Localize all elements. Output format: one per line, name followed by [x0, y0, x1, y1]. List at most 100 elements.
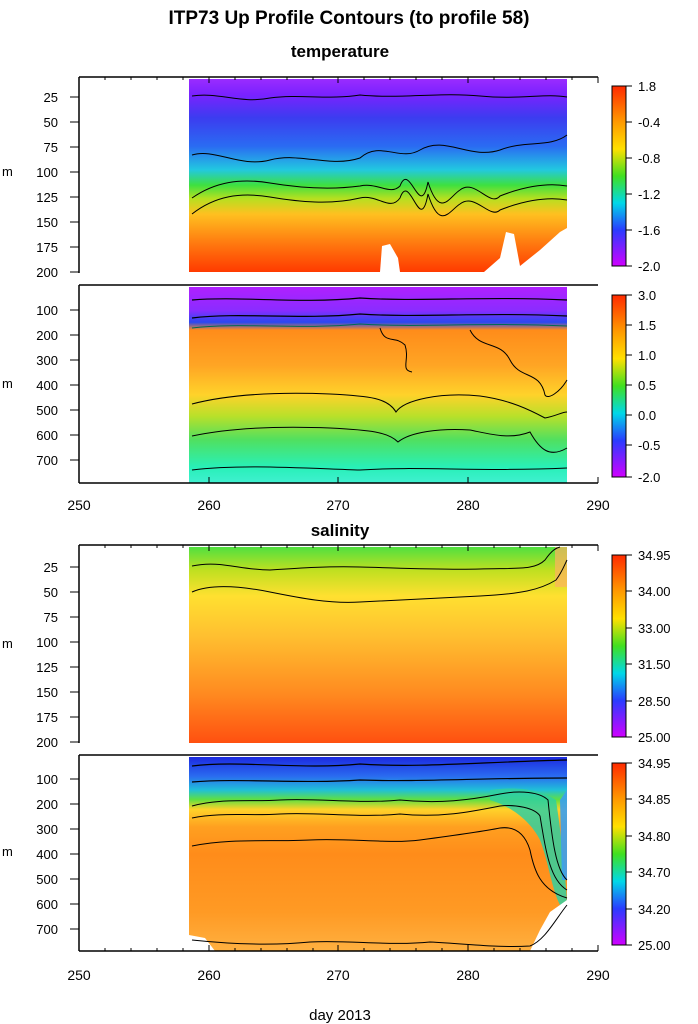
y-tick-label: 150	[36, 215, 58, 230]
salinity-contour	[191, 805, 568, 891]
y-tick-label: 300	[36, 822, 58, 837]
y-tick-label: 500	[36, 872, 58, 887]
y-tick-label: 400	[36, 378, 58, 393]
x-ticks-top	[78, 77, 599, 83]
temperature-section-title: temperature	[291, 42, 389, 61]
y-ticks	[70, 96, 79, 273]
y-tick-label: 500	[36, 403, 58, 418]
temperature-lower-field	[189, 287, 567, 483]
colorbar-label: 34.00	[638, 584, 671, 599]
y-tick-label: 600	[36, 897, 58, 912]
x-tick-label: 270	[326, 967, 350, 983]
y-tick-label: 700	[36, 453, 58, 468]
y-tick-label: 150	[36, 685, 58, 700]
temperature-contour	[191, 190, 568, 217]
colorbar-label: 34.85	[638, 792, 671, 807]
temperature-upper-colorbar	[611, 85, 627, 267]
y-axis-label-stub: m	[2, 376, 13, 391]
y-tick-label: 100	[36, 772, 58, 787]
salinity-upper-colorbar	[611, 554, 627, 738]
temperature-contour	[191, 134, 568, 163]
salinity-upper-field	[189, 547, 567, 743]
colorbar-label: -0.8	[638, 151, 660, 166]
y-axis-label-stub: m	[2, 636, 13, 651]
x-tick-label: 280	[456, 967, 480, 983]
x-ticks-bottom	[78, 477, 599, 483]
colorbar-label: 1.8	[638, 79, 656, 94]
y-tick-label: 50	[44, 585, 58, 600]
temperature-upper-panel: 25 50 75 100 125 150 175 200 m 1.8 -0.4 …	[2, 76, 660, 280]
y-tick-label: 25	[44, 560, 58, 575]
y-tick-label: 100	[36, 303, 58, 318]
temperature-contour	[191, 313, 568, 319]
colorbar-label: 28.50	[638, 694, 671, 709]
colorbar-label: 1.5	[638, 318, 656, 333]
y-tick-label: 75	[44, 140, 58, 155]
colorbar-label: 34.80	[638, 829, 671, 844]
colorbar-label: -0.4	[638, 115, 660, 130]
y-tick-label: 175	[36, 240, 58, 255]
x-tick-label: 280	[456, 497, 480, 513]
colorbar-label: 25.00	[638, 938, 671, 953]
y-axis-label-stub: m	[2, 844, 13, 859]
temperature-contour	[191, 426, 568, 453]
colorbar-label: 34.70	[638, 865, 671, 880]
figure-title: ITP73 Up Profile Contours (to profile 58…	[168, 8, 529, 29]
x-tick-label: 250	[67, 497, 91, 513]
temperature-contour	[191, 466, 568, 471]
colorbar-label: 0.0	[638, 408, 656, 423]
y-tick-label: 600	[36, 428, 58, 443]
salinity-upper-panel: 25 50 75 100 125 150 175 200 m 34.95 34.…	[2, 544, 671, 750]
salinity-edge-patch	[555, 547, 567, 587]
data-gap	[484, 228, 567, 272]
x-tick-label: 290	[586, 497, 610, 513]
y-tick-label: 100	[36, 635, 58, 650]
colorbar-label: 34.95	[638, 756, 671, 771]
y-tick-label: 25	[44, 90, 58, 105]
colorbar-label: -1.6	[638, 223, 660, 238]
y-ticks	[70, 778, 79, 930]
temperature-contour	[191, 178, 568, 204]
colorbar-label: 25.00	[638, 730, 671, 745]
salinity-contour	[191, 759, 568, 767]
y-tick-label: 125	[36, 660, 58, 675]
salinity-section-title: salinity	[311, 521, 370, 540]
colorbar-label: 0.5	[638, 378, 656, 393]
salinity-intrusion	[490, 788, 567, 905]
temperature-upper-field	[189, 79, 567, 272]
salinity-contour	[191, 777, 568, 783]
y-tick-label: 75	[44, 610, 58, 625]
y-tick-label: 50	[44, 115, 58, 130]
data-gap	[380, 244, 400, 272]
temperature-lower-panel: 100 200 300 400 500 600 700 m 3.0 1.5 1.…	[2, 284, 660, 485]
y-tick-label: 175	[36, 710, 58, 725]
y-ticks	[70, 566, 79, 743]
data-gap	[530, 900, 567, 951]
colorbar-ticks	[626, 85, 632, 267]
x-tick-label: 260	[197, 497, 221, 513]
salinity-contour	[191, 827, 568, 899]
y-tick-label: 125	[36, 190, 58, 205]
colorbar-label: -2.0	[638, 470, 660, 485]
y-axis-label-stub: m	[2, 164, 13, 179]
y-tick-label: 200	[36, 797, 58, 812]
y-tick-label: 100	[36, 165, 58, 180]
y-tick-label: 200	[36, 735, 58, 750]
temperature-contour	[379, 327, 413, 373]
x-tick-label: 260	[197, 967, 221, 983]
salinity-lower-colorbar	[611, 762, 627, 946]
salinity-contour	[191, 546, 561, 571]
colorbar-ticks	[626, 294, 632, 478]
y-ticks	[70, 309, 79, 461]
colorbar-label: -2.0	[638, 259, 660, 274]
temperature-lower-colorbar	[611, 294, 627, 478]
x-tick-label: 270	[326, 497, 350, 513]
temperature-contour	[191, 392, 568, 419]
x-tick-label: 290	[586, 967, 610, 983]
y-tick-label: 300	[36, 353, 58, 368]
colorbar-label: 3.0	[638, 288, 656, 303]
colorbar-ticks	[626, 554, 632, 738]
x-tick-label: 250	[67, 967, 91, 983]
colorbar-label: 1.0	[638, 348, 656, 363]
